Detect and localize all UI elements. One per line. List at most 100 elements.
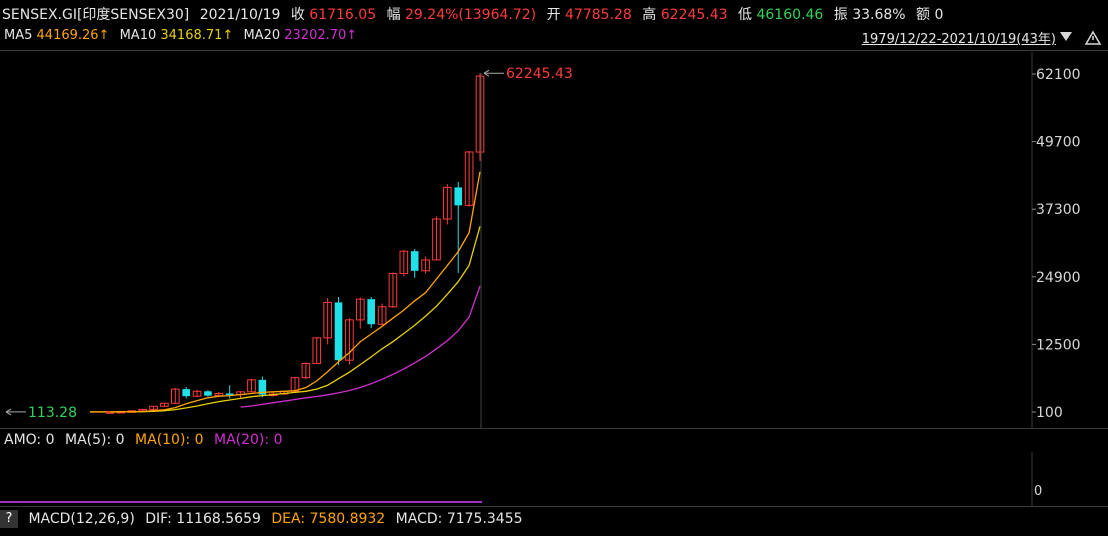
y-tick-label: 100 <box>1036 405 1063 421</box>
y-tick-label: 37300 <box>1036 202 1081 218</box>
high-marker-label: 62245.43 <box>506 66 573 82</box>
candle-body <box>454 187 463 206</box>
candle-body <box>323 301 332 339</box>
close-label: 收 <box>290 7 305 23</box>
change-label: 幅 <box>386 7 401 23</box>
dif-label: DIF: <box>145 511 172 527</box>
low-field: 低 46160.46 <box>738 4 823 24</box>
amo-ma10-value: 0 <box>194 432 204 448</box>
candle-body <box>443 186 452 220</box>
amo-ma5-legend: MA(5): 0 <box>65 432 125 448</box>
candle-body <box>421 259 430 272</box>
high-field: 高 62245.43 <box>642 4 727 24</box>
candle-body <box>377 306 387 325</box>
ma10-label: MA10 <box>119 28 157 43</box>
open-field: 开 47785.28 <box>547 4 632 24</box>
open-label: 开 <box>546 7 561 23</box>
dif-legend: DIF: 11168.5659 <box>145 511 261 527</box>
volume-label: 额 <box>916 7 931 23</box>
candle-body <box>399 250 409 275</box>
help-icon[interactable]: ? <box>0 510 18 528</box>
y-tick-label: 12500 <box>1036 337 1081 353</box>
amo-ma20-label: MA(20): <box>213 432 270 448</box>
dif-value: 11168.5659 <box>176 511 261 527</box>
candle-body <box>388 273 398 308</box>
volume-field: 额 0 <box>916 4 943 24</box>
quote-info-row: SENSEX.GI[印度SENSEX30] 2021/10/19 收 61716… <box>2 4 1108 24</box>
candle-body <box>149 405 158 410</box>
ma10-legend[interactable]: MA10 34168.71↑ <box>120 28 234 43</box>
macd-label[interactable]: MACD(12,26,9) <box>28 511 135 527</box>
ma20-value: 23202.70↑ <box>284 28 358 43</box>
close-field: 收 61716.05 <box>291 4 376 24</box>
dea-legend: DEA: 7580.8932 <box>271 511 385 527</box>
ma5-legend[interactable]: MA5 44169.26↑ <box>4 28 109 43</box>
candle-body <box>334 302 343 361</box>
amo-ma10-label: MA(10): <box>135 432 191 448</box>
candle-body <box>170 388 180 404</box>
y-tick-label: 49700 <box>1036 135 1081 151</box>
amplitude-field: 振 33.68% <box>834 4 906 24</box>
low-label: 低 <box>738 7 753 23</box>
candle-body <box>367 299 375 325</box>
quote-date: 2021/10/19 <box>199 7 281 23</box>
amplitude-label: 振 <box>833 7 848 23</box>
candle-body <box>160 402 169 407</box>
volume-value: 0 <box>934 7 944 23</box>
amo-divider <box>0 428 1108 429</box>
candle-body <box>225 393 234 395</box>
close-value: 61716.05 <box>309 7 377 23</box>
candle-body <box>355 298 365 321</box>
amo-ma20-legend: MA(20): 0 <box>214 432 283 448</box>
amo-ma5-label: MA(5): <box>64 432 112 448</box>
macd-legend-row: ? MACD(12,26,9) DIF: 11168.5659 DEA: 758… <box>0 510 1108 530</box>
ma-legend-row: MA5 44169.26↑ MA10 34168.71↑ MA20 23202.… <box>4 28 1108 48</box>
macd-divider <box>0 506 1108 507</box>
y-tick-label: 24900 <box>1036 270 1081 286</box>
amo-chart[interactable]: 0 <box>0 452 1108 506</box>
ma5-label: MA5 <box>4 28 33 43</box>
amo-ma20-value: 0 <box>273 432 283 448</box>
high-label: 高 <box>642 7 657 23</box>
candle-body <box>410 251 419 271</box>
range-dropdown-icon[interactable] <box>1060 32 1072 41</box>
candle-body <box>312 337 322 364</box>
amo-legend: AMO: 0 <box>4 432 55 448</box>
amo-axis-zero: 0 <box>1034 484 1042 499</box>
ma10-line <box>109 226 481 413</box>
symbol-name[interactable]: SENSEX.GI[印度SENSEX30] <box>2 7 190 23</box>
amo-legend-row: AMO: 0 MA(5): 0 MA(10): 0 MA(20): 0 <box>4 432 1108 450</box>
candle-body <box>258 379 267 395</box>
ma20-line <box>240 285 481 408</box>
ma5-line <box>110 171 481 413</box>
candle-body <box>464 151 474 206</box>
price-chart[interactable]: 62100 49700 37300 24900 12500 100 62245.43 113.… <box>0 52 1108 428</box>
ma20-label: MA20 <box>243 28 281 43</box>
candle-body <box>192 390 202 397</box>
candle-body <box>182 389 190 397</box>
change-field: 幅 29.24%(13964.72) <box>387 4 537 24</box>
open-value: 47785.28 <box>565 7 632 23</box>
settings-icon[interactable] <box>1084 30 1102 46</box>
dea-label: DEA: <box>271 511 306 527</box>
amo-ma5-value: 0 <box>115 432 125 448</box>
header-divider <box>0 50 1108 51</box>
amplitude-value: 33.68% <box>852 7 906 23</box>
macd-value-label: MACD: <box>395 511 443 527</box>
amo-ma10-legend: MA(10): 0 <box>135 432 204 448</box>
candle-body <box>204 391 212 396</box>
amo-label: AMO: <box>4 432 42 448</box>
candle-body <box>247 379 256 393</box>
candle-body <box>432 218 441 261</box>
dea-value: 7580.8932 <box>309 511 386 527</box>
ma10-value: 34168.71↑ <box>160 28 234 43</box>
low-marker-label: 113.28 <box>28 405 77 421</box>
high-value: 62245.43 <box>660 7 728 23</box>
ma5-value: 44169.26↑ <box>36 28 110 43</box>
date-range-selector[interactable]: 1979/12/22-2021/10/19(43年) <box>861 32 1056 47</box>
ma20-legend[interactable]: MA20 23202.70↑ <box>243 28 357 43</box>
low-value: 46160.46 <box>756 7 824 23</box>
low-marker-arrow <box>5 408 12 416</box>
macd-value: 7175.3455 <box>446 511 523 527</box>
candle-body <box>345 319 354 361</box>
